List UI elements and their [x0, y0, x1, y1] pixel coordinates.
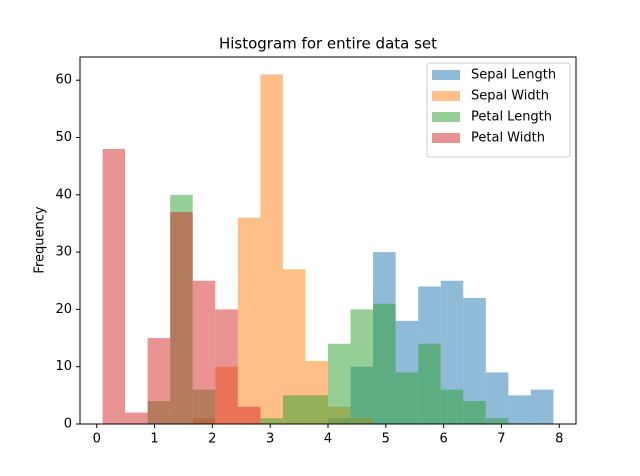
- x-tick-label: 3: [266, 432, 274, 447]
- x-tick-label: 5: [382, 432, 390, 447]
- chart-title: Histogram for entire data set: [219, 35, 437, 53]
- histogram-bar: [328, 343, 351, 424]
- y-axis-label: Frequency: [33, 206, 48, 273]
- histogram-bar: [440, 280, 464, 424]
- y-tick-label: 20: [55, 302, 72, 317]
- histogram-bar: [260, 74, 283, 424]
- histogram-bar: [508, 395, 531, 424]
- legend-swatch: [432, 112, 460, 122]
- x-tick-label: 1: [150, 432, 158, 447]
- histogram-bar: [192, 280, 216, 424]
- histogram-bar: [282, 395, 306, 424]
- legend-label: Sepal Length: [471, 68, 556, 83]
- legend-label: Petal Width: [471, 131, 545, 146]
- histogram-bar: [485, 372, 509, 424]
- y-tick-label: 0: [64, 417, 72, 432]
- x-tick-label: 0: [93, 432, 101, 447]
- legend-label: Sepal Width: [471, 89, 549, 104]
- histogram-bar: [237, 217, 261, 424]
- legend-box: [426, 62, 571, 158]
- legend-swatch: [432, 70, 460, 80]
- histogram-bar: [215, 309, 238, 424]
- y-tick-label: 40: [55, 187, 72, 202]
- y-tick-label: 30: [55, 245, 72, 260]
- x-tick-label: 6: [439, 432, 447, 447]
- histogram-bar: [147, 338, 171, 424]
- histogram-bar: [237, 406, 261, 424]
- histogram-bar: [170, 211, 193, 424]
- histogram-bar: [530, 389, 554, 424]
- histogram-bar: [260, 418, 283, 424]
- histogram-bar: [485, 418, 509, 424]
- histogram-bar: [102, 148, 126, 424]
- x-tick-label: 7: [497, 432, 505, 447]
- y-tick-label: 60: [55, 73, 72, 88]
- histogram-bar: [305, 395, 328, 424]
- histogram-bar: [282, 269, 306, 424]
- histogram-bar: [395, 372, 419, 424]
- x-tick-label: 8: [555, 432, 563, 447]
- y-tick-label: 10: [55, 359, 72, 374]
- histogram-bar: [463, 401, 486, 424]
- y-tick-label: 50: [55, 130, 72, 145]
- legend-swatch: [432, 91, 460, 101]
- x-tick-label: 2: [208, 432, 216, 447]
- x-tick-label: 4: [324, 432, 332, 447]
- histogram-bar: [463, 297, 486, 424]
- histogram-bar: [440, 389, 464, 424]
- histogram-bar: [350, 309, 374, 424]
- histogram-bar: [125, 412, 148, 424]
- histogram-bar: [418, 343, 441, 424]
- legend-label: Petal Length: [471, 110, 552, 125]
- legend-swatch: [432, 133, 460, 143]
- histogram-bar: [373, 303, 396, 424]
